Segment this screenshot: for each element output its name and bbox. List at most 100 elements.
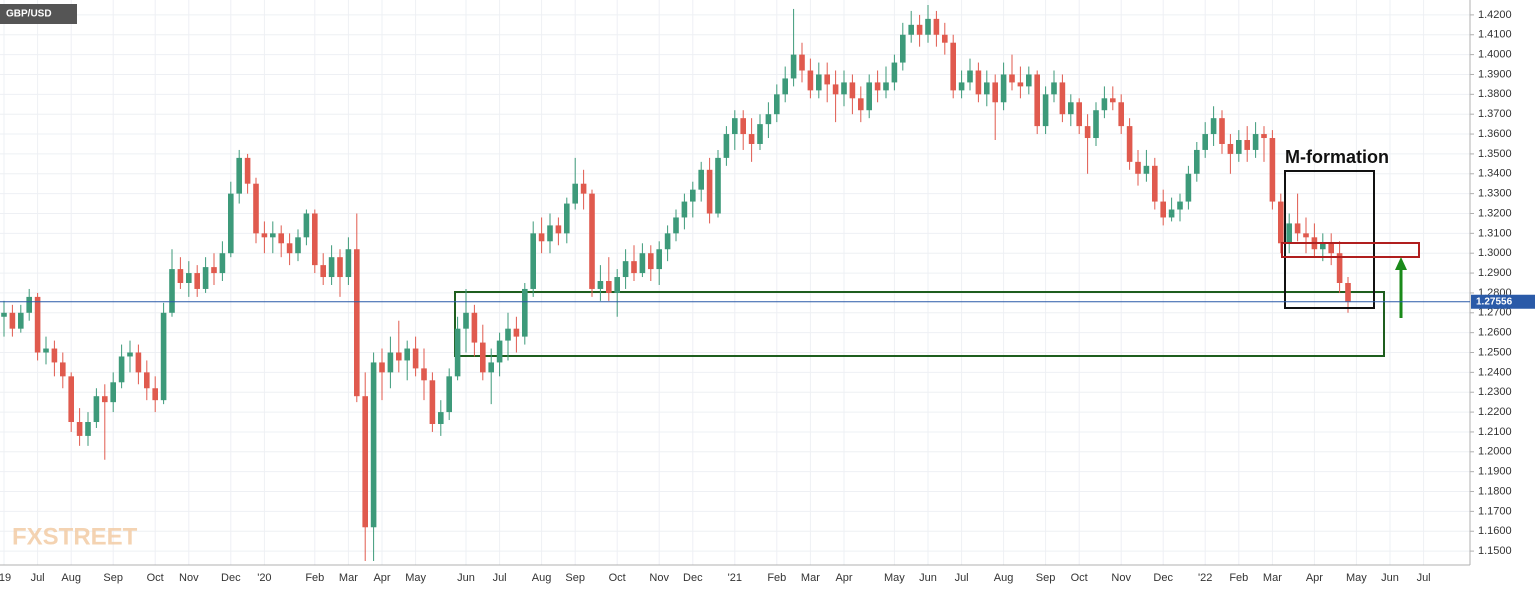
x-tick-label: Aug bbox=[61, 572, 81, 584]
zones bbox=[454, 291, 1385, 357]
candle-body bbox=[580, 183, 587, 194]
candle-body bbox=[345, 249, 352, 278]
candle-body bbox=[76, 422, 83, 436]
candle-body bbox=[883, 82, 889, 91]
candle-body bbox=[1294, 223, 1301, 234]
x-tick-label: May bbox=[1346, 572, 1367, 584]
last-price-label: 1.27556 bbox=[1476, 296, 1513, 307]
candle-body bbox=[706, 169, 713, 214]
y-tick-label: 1.1600 bbox=[1478, 525, 1512, 537]
candle-body bbox=[740, 118, 746, 135]
last-price-tag bbox=[1471, 294, 1535, 309]
x-tick-label: Jun bbox=[919, 572, 937, 584]
candle-body bbox=[505, 328, 511, 341]
candle-body bbox=[1227, 143, 1234, 154]
candle-body bbox=[631, 261, 637, 274]
candle-body bbox=[1042, 94, 1049, 127]
candle-body bbox=[1118, 102, 1124, 127]
candle-body bbox=[765, 114, 772, 125]
candle-body bbox=[564, 203, 570, 234]
candle-body bbox=[370, 362, 377, 528]
candle-body bbox=[51, 348, 58, 363]
candle-body bbox=[715, 157, 721, 214]
x-tick-label: Jul bbox=[955, 572, 969, 584]
x-tick-label: Jun bbox=[457, 572, 475, 584]
candle-body bbox=[177, 269, 184, 283]
y-tick-label: 1.3700 bbox=[1478, 108, 1512, 120]
candle-body bbox=[782, 78, 788, 95]
candle-body bbox=[446, 376, 452, 413]
watermark: FXSTREET bbox=[12, 523, 138, 550]
x-tick-label: Feb bbox=[767, 572, 786, 584]
candle-body bbox=[404, 348, 410, 361]
candle-body bbox=[908, 24, 914, 35]
candle-body bbox=[606, 281, 612, 293]
candle-body bbox=[152, 388, 158, 401]
y-tick-label: 1.2200 bbox=[1478, 406, 1512, 418]
x-tick-label: Oct bbox=[609, 572, 626, 584]
candle-body bbox=[866, 82, 872, 111]
candle-body bbox=[412, 348, 419, 369]
candle-body bbox=[85, 422, 91, 436]
candle-body bbox=[127, 352, 133, 357]
candle-body bbox=[832, 84, 839, 95]
candle-body bbox=[496, 340, 503, 363]
y-tick-label: 1.2700 bbox=[1478, 307, 1512, 319]
candle-body bbox=[858, 98, 864, 111]
y-tick-label: 1.2000 bbox=[1478, 446, 1512, 458]
overlays: M-formation bbox=[1281, 147, 1420, 318]
candle-body bbox=[312, 213, 318, 266]
candle-body bbox=[270, 233, 276, 238]
y-tick-label: 1.4200 bbox=[1478, 9, 1512, 21]
candle-body bbox=[211, 267, 217, 274]
candle-body bbox=[328, 257, 335, 278]
candle-body bbox=[471, 312, 478, 343]
y-tick-label: 1.2900 bbox=[1478, 267, 1512, 279]
y-tick-label: 1.3500 bbox=[1478, 148, 1512, 160]
candle-body bbox=[648, 253, 654, 270]
candle-body bbox=[480, 342, 486, 373]
candle-body bbox=[1093, 110, 1099, 139]
candle-body bbox=[891, 62, 898, 83]
candle-body bbox=[589, 193, 595, 289]
candle-body bbox=[144, 372, 150, 389]
candle-body bbox=[303, 213, 310, 238]
candle-body bbox=[656, 249, 662, 270]
y-tick-label: 1.1900 bbox=[1478, 466, 1512, 478]
x-tick-label: Dec bbox=[221, 572, 241, 584]
y-tick-label: 1.1800 bbox=[1478, 485, 1512, 497]
x-tick-label: Apr bbox=[373, 572, 390, 584]
candle-body bbox=[942, 34, 948, 43]
candle-body bbox=[1269, 138, 1276, 202]
candle-body bbox=[362, 396, 368, 528]
candle-body bbox=[1303, 233, 1309, 238]
candle-body bbox=[1177, 201, 1183, 210]
candle-body bbox=[614, 277, 620, 293]
candle-body bbox=[1051, 82, 1057, 95]
axes: 1.1500 1.1600 1.1700 1.1800 1.1900 1.2000 1.21… bbox=[0, 9, 1535, 584]
x-tick-label: '21 bbox=[728, 572, 742, 584]
y-tick-label: 1.4100 bbox=[1478, 29, 1512, 41]
y-tick-label: 1.3400 bbox=[1478, 168, 1512, 180]
candle-body bbox=[522, 288, 528, 337]
candle-body bbox=[1026, 74, 1032, 87]
candle-body bbox=[278, 233, 284, 244]
candle-body bbox=[723, 134, 730, 158]
candle-body bbox=[26, 296, 32, 313]
candle-body bbox=[774, 94, 780, 115]
candle-body bbox=[1152, 165, 1158, 202]
candle-body bbox=[1160, 201, 1166, 218]
x-tick-label: Aug bbox=[532, 572, 552, 584]
candle-body bbox=[488, 362, 494, 373]
candle-body bbox=[874, 82, 881, 91]
y-tick-label: 1.2300 bbox=[1478, 386, 1512, 398]
candle-body bbox=[1034, 74, 1040, 127]
candle-body bbox=[463, 312, 469, 329]
candle-body bbox=[1261, 134, 1267, 139]
candle-body bbox=[219, 253, 226, 274]
candle-body bbox=[900, 34, 906, 63]
candle-body bbox=[34, 296, 41, 353]
candle-body bbox=[261, 233, 268, 238]
candle-body bbox=[622, 261, 629, 278]
